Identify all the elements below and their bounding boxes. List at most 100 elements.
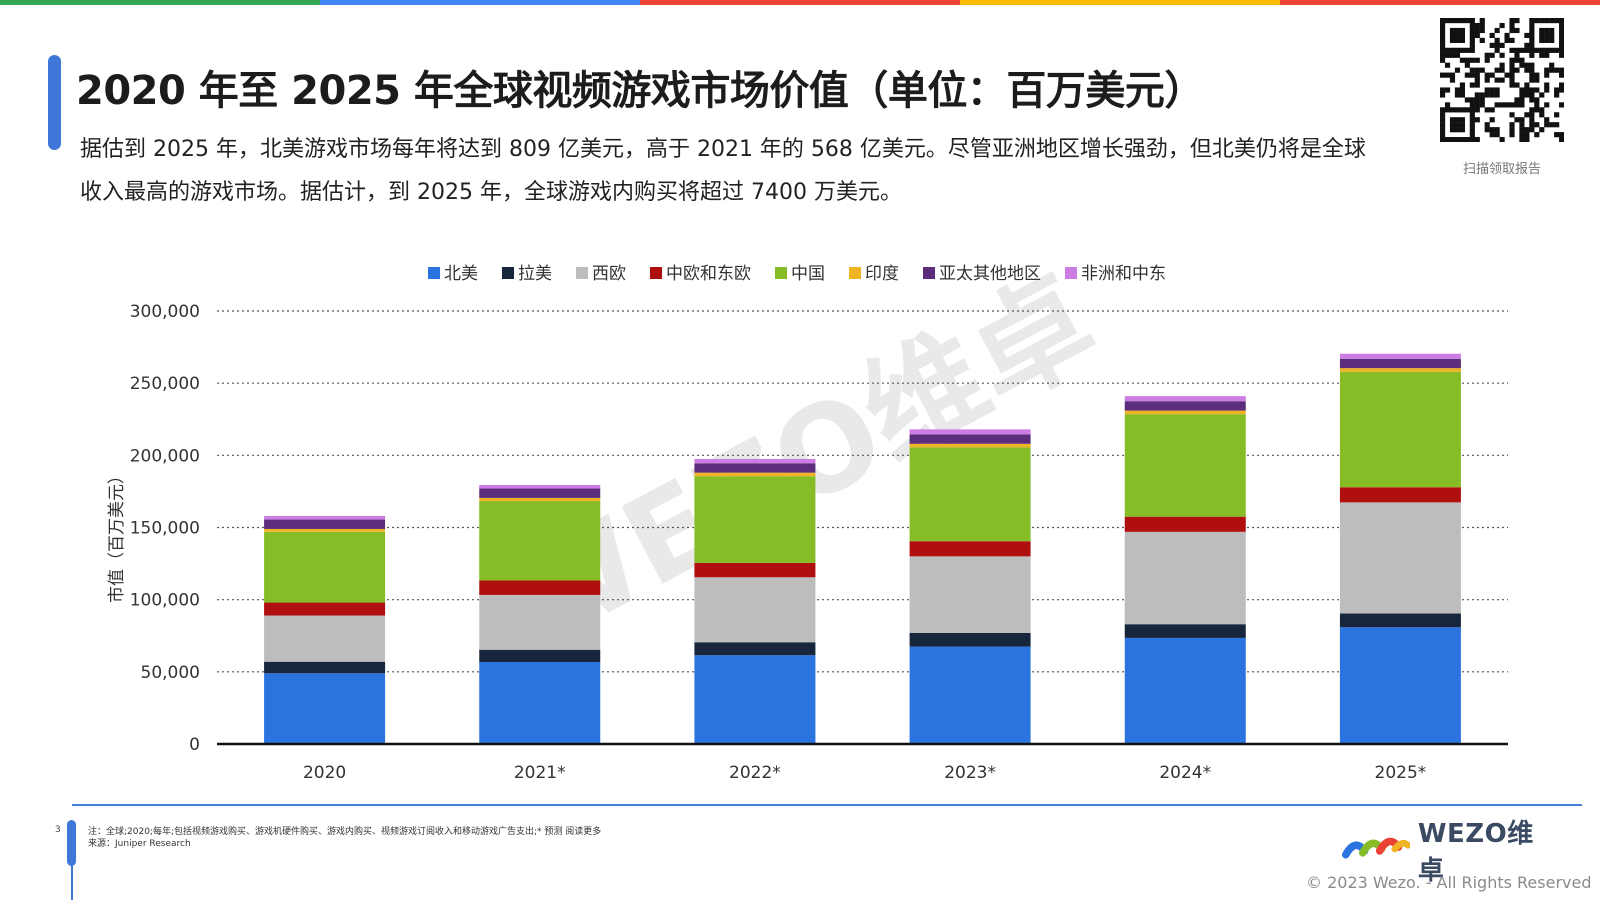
qr-module [1459,18,1465,24]
qr-module [1469,18,1475,24]
legend-label: 非洲和中东 [1081,264,1166,284]
qr-module [1444,18,1451,24]
qr-module [1440,57,1446,63]
qr-module [1504,32,1510,39]
qr-module [1459,87,1465,93]
qr-module [1549,122,1555,128]
bar-segment [909,556,1031,633]
qr-module [1524,137,1530,142]
bar-segment [479,497,601,502]
qr-module [1549,18,1555,24]
qr-module [1474,92,1480,98]
copyright: © 2023 Wezo. - All Rights Reserved [1306,873,1592,892]
qr-module [1474,32,1480,39]
qr-module [1474,72,1480,78]
qr-module [1539,37,1545,43]
wezo-logo[interactable]: WEZO维卓 [1342,819,1552,886]
qr-module [1464,18,1470,24]
qr-module [1534,47,1540,53]
bar-segment [909,646,1031,744]
bar-segment [264,615,386,662]
qr-module [1509,22,1515,29]
qr-module [1499,42,1505,48]
qr-module [1554,87,1560,93]
bar-segment [479,501,601,581]
bar-segment [1124,637,1246,744]
qr-module [1489,107,1495,113]
bar-segment [1339,371,1461,488]
legend-swatch [775,267,787,279]
qr-module [1440,22,1446,29]
qr-module [1484,122,1490,128]
qr-module [1454,27,1461,34]
y-tick-label: 0 [189,735,200,755]
qr-module [1494,132,1500,138]
qr-module [1504,72,1510,78]
qr-module [1489,72,1495,78]
qr-module [1534,102,1540,108]
qr-module [1539,27,1545,34]
legend-label: 亚太其他地区 [939,264,1041,284]
intro-line-1: 据估到 2025 年，北美游戏市场每年将达到 809 亿美元，高于 2021 年… [80,137,1366,162]
qr-module [1444,62,1451,68]
qr-module [1479,92,1485,98]
qr-module [1479,27,1485,34]
qr-module [1444,107,1451,113]
qr-module [1469,122,1475,128]
qr-code-icon[interactable] [1440,18,1564,142]
y-tick-label: 50,000 [141,663,200,683]
qr-module [1509,112,1515,118]
qr-module [1519,47,1525,53]
x-tick-label: 2023* [944,763,996,783]
qr-module [1539,32,1545,39]
qr-module [1474,67,1480,73]
qr-module [1524,112,1530,118]
qr-module [1494,127,1500,133]
qr-module [1544,27,1550,34]
page-title: 2020 年至 2025 年全球视频游戏市场价值（单位：百万美元） [76,68,1204,114]
qr-module [1440,112,1446,118]
footnote-note: 注：全球;2020;每年;包括视频游戏购买、游戏机硬件购买、游戏内购买、视频游戏… [88,827,602,837]
qr-module [1509,132,1515,138]
legend-label: 西欧 [592,264,626,284]
qr-module [1469,107,1475,113]
title-accent-bar [48,55,61,150]
qr-module [1474,97,1480,103]
qr-module [1509,72,1515,78]
qr-module [1529,37,1535,43]
top-strip-segment [1280,0,1600,5]
y-axis-title: 市值（百万美元） [107,467,127,603]
bar-segment [1339,368,1461,372]
grid-lines [217,310,1508,673]
qr-module [1509,82,1515,88]
qr-module [1464,72,1470,78]
qr-module [1469,27,1475,34]
qr-module [1544,52,1550,58]
qr-module [1514,82,1520,88]
qr-module [1539,112,1545,118]
qr-module [1469,42,1475,48]
qr-module [1549,62,1555,68]
qr-module [1509,18,1515,24]
qr-module [1529,47,1535,53]
qr-module [1440,42,1446,48]
bar-segment [1124,410,1246,415]
legend-swatch [428,267,440,279]
qr-module [1519,117,1525,123]
x-tick-label: 2025* [1375,763,1427,783]
qr-module [1454,47,1461,53]
bar-segment [479,484,601,489]
qr-module [1459,127,1465,133]
qr-module [1494,77,1500,83]
qr-module [1464,47,1470,53]
qr-module [1454,127,1461,133]
intro-paragraph: 据估到 2025 年，北美游戏市场每年将达到 809 亿美元，高于 2021 年… [80,128,1420,214]
bar-segment [1339,487,1461,503]
qr-module [1444,87,1451,93]
qr-module [1519,102,1525,108]
top-strip-segment [0,0,320,5]
qr-module [1554,47,1560,53]
qr-module [1459,37,1465,43]
y-tick-label: 250,000 [130,374,200,394]
bar-segment [909,541,1031,557]
